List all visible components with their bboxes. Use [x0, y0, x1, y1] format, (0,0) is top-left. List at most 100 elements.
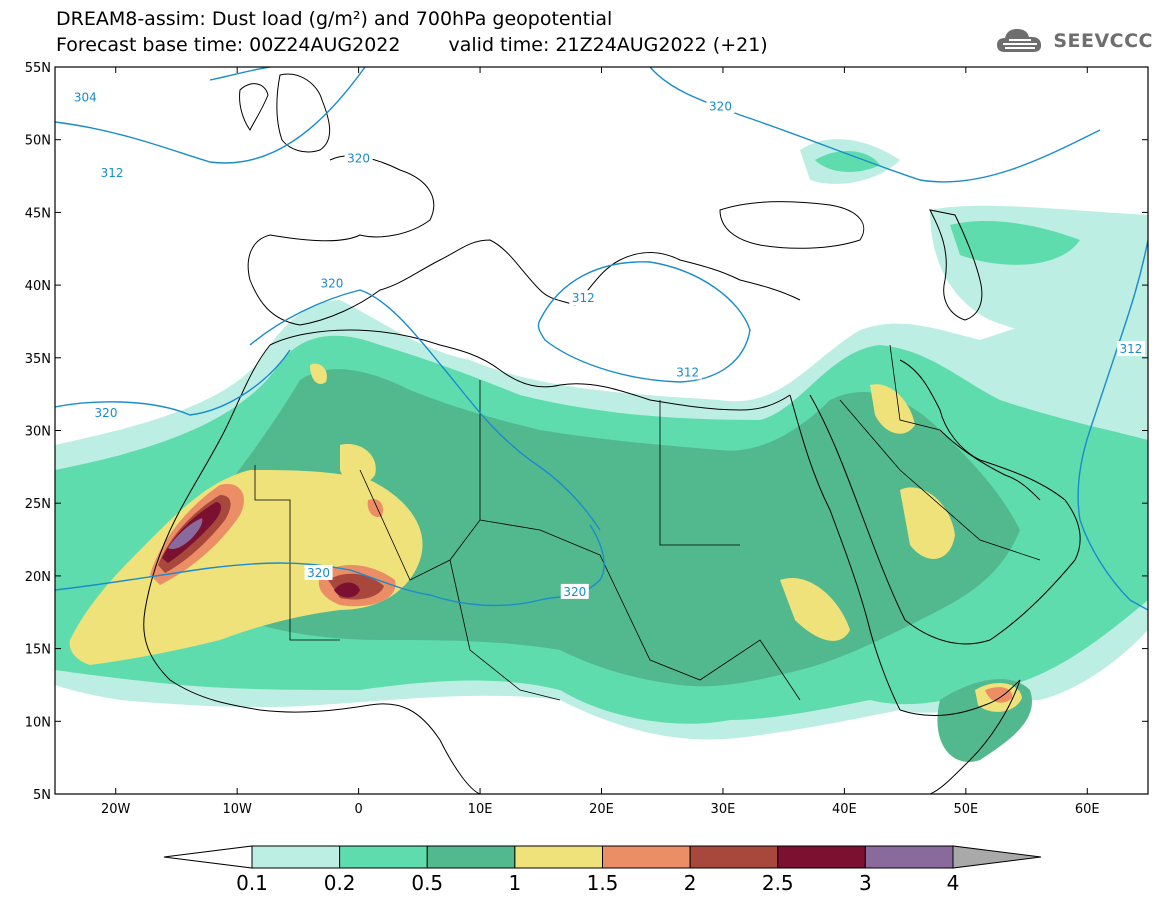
coastlines [143, 73, 1081, 794]
lat-tick-label: 45N [25, 206, 51, 221]
cloud-logo-icon [997, 29, 1042, 52]
colorbar-segment [602, 845, 691, 869]
lat-tick-label: 40N [25, 279, 51, 294]
colorbar-over-arrow [952, 845, 1042, 869]
lat-tick-label: 30N [25, 425, 51, 440]
contour-312-east [1077, 239, 1148, 611]
lon-tick-label: 20E [589, 802, 614, 817]
geopotential-contours [55, 67, 1148, 611]
contour-label-bg [706, 98, 735, 114]
border-niger-nigeria [449, 559, 561, 701]
contour-label-bg [92, 405, 121, 421]
arabia-coast [809, 359, 1081, 645]
colorbar-segment [426, 845, 516, 869]
country-borders [254, 344, 1041, 701]
dust-level-1_5-c [985, 687, 1013, 703]
lon-tick-label: 50E [953, 802, 978, 817]
contour-label-bg [98, 165, 127, 181]
contour-320-sahel [55, 524, 605, 607]
lat-tick-label: 10N [25, 715, 51, 730]
lat-tick-label: 20N [25, 570, 51, 585]
colorbar-segment [689, 845, 779, 869]
contour-label: 312 [572, 291, 595, 305]
lat-tick-label: 25N [25, 497, 51, 512]
dust-level-0_2-caucasus [950, 220, 1080, 265]
border-iraq [889, 344, 941, 431]
map-title: DREAM8-assim: Dust load (g/m²) and 700hP… [56, 8, 613, 30]
colorbar-segment [514, 845, 603, 869]
dust-level-0_2-caspian [815, 150, 880, 172]
contour-label: 320 [709, 99, 732, 113]
contour-304 [209, 67, 271, 81]
contour-labels: 304 312 320 320 320 312 312 320 320 320 312 [71, 89, 1145, 599]
contour-label: 304 [74, 91, 97, 105]
map-subtitle: Forecast base time: 00Z24AUG2022 valid ti… [56, 34, 768, 56]
forecast-base-time: Forecast base time: 00Z24AUG2022 [56, 34, 401, 56]
contour-label: 312 [101, 166, 124, 180]
colorbar-segment [777, 845, 866, 869]
dust-level-1-a [340, 444, 376, 485]
red-sea-west [789, 394, 901, 711]
contour-label: 312 [1120, 342, 1143, 356]
colorbar-level-label: 2 [684, 871, 697, 895]
longitude-axis: 20W 10W 0 10E 20E 30E 40E 50E 60E [101, 67, 1100, 817]
colorbar-level-label: 4 [947, 871, 960, 895]
dust-level-1-d [780, 578, 850, 641]
lat-tick-label: 15N [25, 643, 51, 658]
logo-text: SEEVCCC [1053, 30, 1153, 52]
border-libya-egypt [659, 400, 740, 546]
contour-label-bg [673, 364, 702, 380]
colorbar-segment [251, 845, 341, 869]
contour-label: 320 [347, 152, 370, 166]
seevccc-logo: SEEVCCC [995, 26, 1153, 56]
contour-label-bg [304, 564, 333, 580]
contour-label: 312 [676, 365, 699, 379]
dust-level-1 [69, 470, 423, 665]
contour-label-bg [560, 583, 589, 599]
lon-tick-label: 20W [101, 802, 131, 817]
black-sea-outline [719, 201, 865, 249]
colorbar-segment [864, 845, 954, 869]
contour-320-atlantic [55, 349, 291, 416]
contour-label-bg [71, 89, 100, 105]
lon-tick-label: 10E [468, 802, 493, 817]
dust-level-2_5-b [334, 582, 360, 598]
lat-tick-label: 35N [25, 352, 51, 367]
horn-africa-coast [899, 679, 1021, 794]
lon-tick-label: 0 [354, 802, 362, 817]
persian-gulf [939, 429, 1041, 501]
contour-label: 320 [320, 277, 343, 291]
border-sudan-chad [599, 554, 801, 701]
europe-med-coast [247, 155, 801, 326]
colorbar-level-label: 1.5 [587, 871, 619, 895]
colorbar-level-label: 1 [509, 871, 522, 895]
colorbar-level-label: 0.1 [236, 871, 268, 895]
contour-label: 320 [307, 566, 330, 580]
colorbar-segment [339, 845, 428, 869]
lon-tick-label: 30E [711, 802, 736, 817]
contour-320-north [649, 67, 1101, 183]
latitude-axis: 55N 50N 45N 40N 35N 30N 25N 20N 15N 10N 5N [25, 61, 1148, 803]
lat-tick-label: 55N [25, 61, 51, 76]
colorbar-level-label: 3 [859, 871, 872, 895]
caspian-outline [929, 209, 983, 321]
valid-time: valid time: 21Z24AUG2022 (+21) [448, 34, 768, 56]
colorbar: 0.1 0.2 0.5 1 1.5 2 2.5 3 4 [163, 845, 1042, 895]
colorbar-level-label: 0.2 [324, 871, 356, 895]
dust-level-3 [168, 518, 203, 550]
contour-label-bg [1116, 341, 1145, 357]
colorbar-under-arrow [163, 845, 253, 869]
border-algeria-mali [359, 469, 601, 581]
contour-label-bg [569, 290, 598, 306]
contour-label-bg [317, 275, 346, 291]
contour-label: 320 [95, 406, 118, 420]
britain-outline [276, 73, 331, 153]
dust-level-1-c [900, 487, 955, 559]
colorbar-level-label: 0.5 [411, 871, 443, 895]
border-saudi [839, 399, 1041, 561]
contour-320-west [249, 289, 601, 531]
north-africa-coast [269, 329, 791, 411]
contour-312-north [55, 67, 366, 164]
west-africa-coast [143, 344, 481, 794]
